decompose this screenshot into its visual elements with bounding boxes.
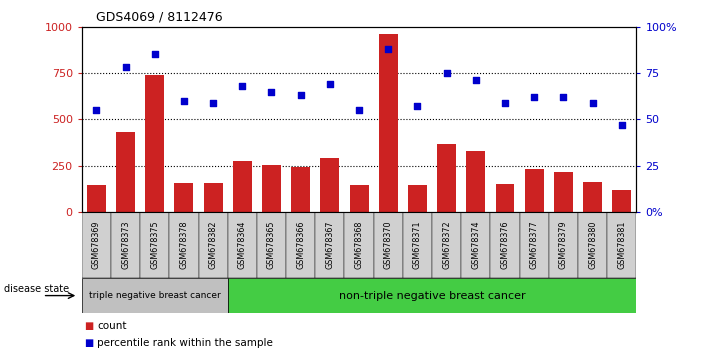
Bar <box>379 34 397 212</box>
Bar <box>525 169 544 212</box>
Text: GSM678379: GSM678379 <box>559 221 568 269</box>
Bar <box>169 212 198 278</box>
Bar <box>350 185 368 212</box>
Point <box>120 64 132 70</box>
Text: GSM678376: GSM678376 <box>501 221 510 269</box>
Bar <box>262 165 281 212</box>
Point <box>616 122 627 128</box>
Bar <box>612 190 631 212</box>
Bar <box>491 212 520 278</box>
Text: GSM678371: GSM678371 <box>413 221 422 269</box>
Text: GSM678367: GSM678367 <box>326 221 334 269</box>
Bar <box>607 212 636 278</box>
Bar <box>82 212 111 278</box>
Point <box>149 52 161 57</box>
Text: GSM678381: GSM678381 <box>617 221 626 269</box>
Bar <box>408 185 427 212</box>
Text: disease state: disease state <box>4 284 69 294</box>
Text: GSM678377: GSM678377 <box>530 221 539 269</box>
Text: GSM678380: GSM678380 <box>588 221 597 269</box>
Text: ■: ■ <box>85 338 97 348</box>
Bar <box>344 212 374 278</box>
Bar <box>403 212 432 278</box>
Point <box>208 100 219 105</box>
Text: triple negative breast cancer: triple negative breast cancer <box>89 291 220 300</box>
Text: GSM678378: GSM678378 <box>179 221 188 269</box>
Bar <box>315 212 344 278</box>
Text: GSM678364: GSM678364 <box>237 221 247 269</box>
Bar <box>437 144 456 212</box>
Point <box>353 107 365 113</box>
Text: count: count <box>97 321 127 331</box>
Text: GSM678382: GSM678382 <box>208 221 218 269</box>
Point <box>470 78 481 83</box>
Bar <box>232 161 252 212</box>
Text: GSM678366: GSM678366 <box>296 221 305 269</box>
Text: GSM678374: GSM678374 <box>471 221 481 269</box>
Bar <box>145 75 164 212</box>
Bar <box>520 212 549 278</box>
Bar <box>578 212 607 278</box>
Bar <box>432 212 461 278</box>
Point <box>528 94 540 100</box>
Text: GSM678369: GSM678369 <box>92 221 101 269</box>
Bar <box>466 151 486 212</box>
Bar <box>174 183 193 212</box>
Bar <box>583 182 602 212</box>
Bar <box>140 212 169 278</box>
Bar <box>228 278 636 313</box>
Text: ■: ■ <box>85 321 97 331</box>
Text: GSM678365: GSM678365 <box>267 221 276 269</box>
Point <box>295 92 306 98</box>
Point <box>266 89 277 95</box>
Text: GSM678375: GSM678375 <box>150 221 159 269</box>
Point <box>178 98 190 104</box>
Point <box>412 104 423 109</box>
Point <box>324 81 336 87</box>
Point <box>499 100 510 105</box>
Bar <box>198 212 228 278</box>
Bar <box>549 212 578 278</box>
Text: percentile rank within the sample: percentile rank within the sample <box>97 338 273 348</box>
Bar <box>292 167 310 212</box>
Point <box>91 107 102 113</box>
Bar <box>116 132 135 212</box>
Point <box>557 94 569 100</box>
Bar <box>228 212 257 278</box>
Bar <box>496 184 515 212</box>
Bar <box>257 212 286 278</box>
Bar <box>87 184 106 212</box>
Text: GSM678372: GSM678372 <box>442 221 451 269</box>
Text: GDS4069 / 8112476: GDS4069 / 8112476 <box>96 11 223 24</box>
Text: GSM678373: GSM678373 <box>121 221 130 269</box>
Point <box>441 70 452 76</box>
Bar <box>286 212 315 278</box>
Bar <box>321 158 339 212</box>
Point <box>237 83 248 89</box>
Bar <box>203 183 223 212</box>
Bar <box>111 212 140 278</box>
Text: GSM678370: GSM678370 <box>384 221 392 269</box>
Text: GSM678368: GSM678368 <box>355 221 363 269</box>
Bar <box>82 278 228 313</box>
Bar <box>554 172 573 212</box>
Bar <box>461 212 491 278</box>
Bar <box>374 212 403 278</box>
Text: non-triple negative breast cancer: non-triple negative breast cancer <box>338 291 525 301</box>
Point <box>587 100 598 105</box>
Point <box>383 46 394 52</box>
